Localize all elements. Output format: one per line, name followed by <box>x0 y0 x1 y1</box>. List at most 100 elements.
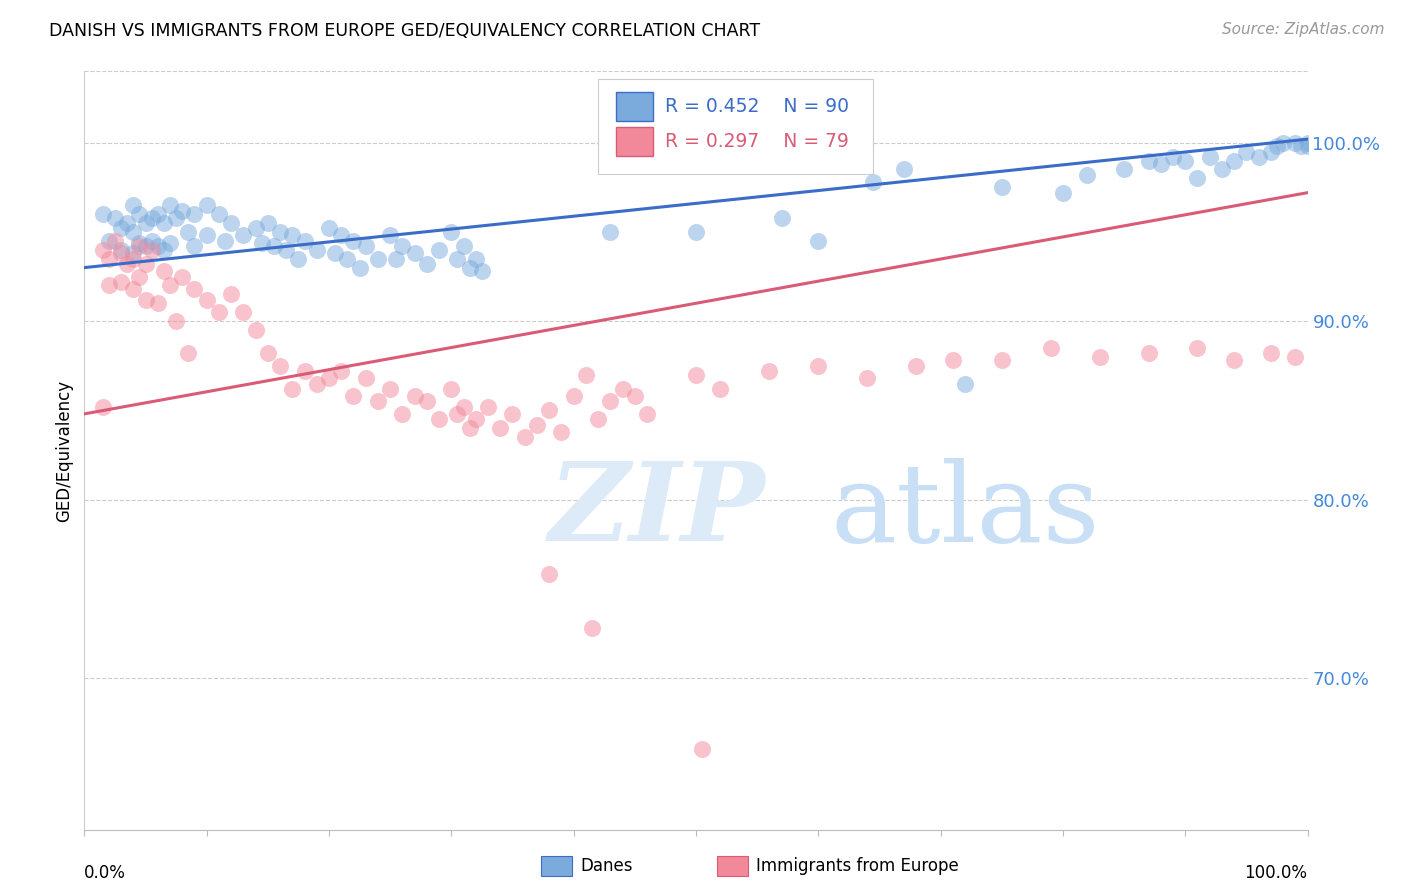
Point <box>991 180 1014 194</box>
Point <box>97 252 120 266</box>
Point <box>599 394 621 409</box>
Point <box>446 252 468 266</box>
Point <box>257 346 280 360</box>
Point <box>1137 346 1160 360</box>
Point <box>416 394 439 409</box>
Point <box>214 234 236 248</box>
Point <box>159 278 181 293</box>
Point <box>97 234 120 248</box>
Point <box>1052 186 1074 200</box>
Point <box>1211 162 1233 177</box>
Point <box>770 211 793 225</box>
Point <box>135 257 157 271</box>
Point <box>1187 171 1209 186</box>
Point <box>440 225 463 239</box>
Point <box>91 207 114 221</box>
Point <box>1174 153 1197 168</box>
Point <box>1187 341 1209 355</box>
Point <box>128 207 150 221</box>
Point <box>1296 136 1319 150</box>
Point <box>135 216 157 230</box>
Point <box>281 382 304 396</box>
Point <box>685 225 707 239</box>
Point <box>146 207 169 221</box>
Point <box>354 239 377 253</box>
Point <box>453 239 475 253</box>
Point <box>581 621 603 635</box>
Point <box>685 368 707 382</box>
Point <box>159 235 181 250</box>
Point <box>1296 139 1319 153</box>
Point <box>146 296 169 310</box>
Point <box>893 162 915 177</box>
Point <box>690 742 713 756</box>
Point <box>172 203 194 218</box>
Text: R = 0.297    N = 79: R = 0.297 N = 79 <box>665 132 849 152</box>
Point <box>1039 341 1062 355</box>
Text: R = 0.452    N = 90: R = 0.452 N = 90 <box>665 96 849 116</box>
Point <box>208 305 231 319</box>
Point <box>122 246 145 260</box>
Point <box>636 407 658 421</box>
Point <box>391 239 413 253</box>
Point <box>427 412 450 426</box>
Point <box>232 305 254 319</box>
Point <box>1223 353 1246 368</box>
Point <box>709 382 731 396</box>
Point <box>110 246 132 260</box>
Point <box>318 221 340 235</box>
Point <box>953 376 976 391</box>
Point <box>323 246 346 260</box>
FancyBboxPatch shape <box>616 128 654 156</box>
Point <box>141 243 163 257</box>
Point <box>538 403 561 417</box>
Point <box>416 257 439 271</box>
Point <box>104 211 127 225</box>
Point <box>489 421 512 435</box>
Point <box>991 353 1014 368</box>
Point <box>453 400 475 414</box>
Point <box>245 221 267 235</box>
Point <box>550 425 572 439</box>
Point <box>1161 150 1184 164</box>
Point <box>97 278 120 293</box>
Point <box>404 246 426 260</box>
Point <box>219 216 242 230</box>
Point <box>159 198 181 212</box>
Point <box>1137 153 1160 168</box>
Point <box>1272 136 1295 150</box>
Point <box>538 567 561 582</box>
Point <box>269 359 291 373</box>
Point <box>318 371 340 385</box>
Point <box>1150 157 1173 171</box>
Point <box>562 389 585 403</box>
Point <box>153 243 176 257</box>
Point <box>440 382 463 396</box>
Point <box>367 252 389 266</box>
Text: 100.0%: 100.0% <box>1244 863 1308 881</box>
Y-axis label: GED/Equivalency: GED/Equivalency <box>55 379 73 522</box>
Point <box>128 269 150 284</box>
Text: Source: ZipAtlas.com: Source: ZipAtlas.com <box>1222 22 1385 37</box>
Point <box>250 235 273 250</box>
Point <box>612 382 634 396</box>
Point <box>104 234 127 248</box>
Point <box>807 359 830 373</box>
Point <box>141 234 163 248</box>
Point <box>1247 150 1270 164</box>
Point <box>464 412 486 426</box>
Point <box>807 234 830 248</box>
Point <box>115 216 138 230</box>
Point <box>183 207 205 221</box>
Point <box>905 359 928 373</box>
Text: Immigrants from Europe: Immigrants from Europe <box>756 857 959 875</box>
Point <box>141 211 163 225</box>
Point <box>1236 145 1258 159</box>
Point <box>404 389 426 403</box>
Point <box>391 407 413 421</box>
FancyBboxPatch shape <box>616 92 654 120</box>
Point <box>305 376 328 391</box>
Text: 0.0%: 0.0% <box>84 863 127 881</box>
Point <box>1076 168 1098 182</box>
Point <box>1260 346 1282 360</box>
